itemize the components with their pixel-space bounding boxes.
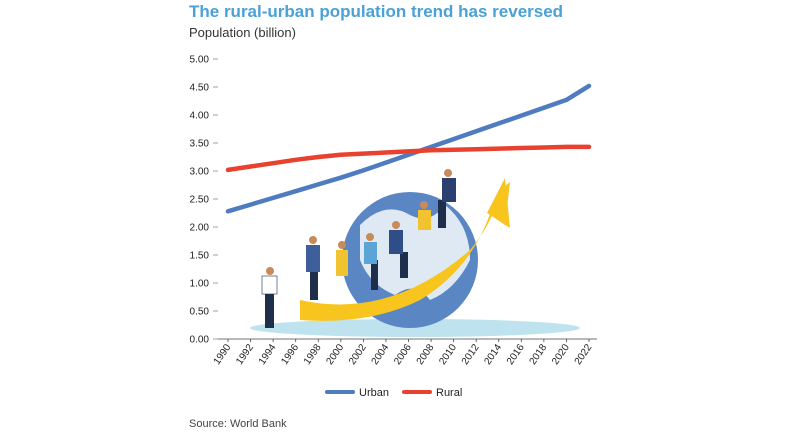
x-tick-label: 2022 — [573, 342, 595, 367]
y-axis-label: Population (billion) — [189, 25, 296, 40]
x-tick-label: 2010 — [437, 342, 459, 367]
x-tick-label: 1996 — [279, 342, 301, 367]
illustration-people-globe-arrow — [250, 169, 580, 337]
x-tick-label: 1992 — [234, 342, 256, 367]
y-tick-label: 3.00 — [190, 167, 210, 178]
legend: Urban Rural — [325, 387, 462, 399]
x-tick-label: 2000 — [324, 342, 346, 367]
series-line-rural — [225, 144, 592, 173]
y-tick-label: 5.00 — [190, 55, 210, 66]
legend-label-rural: Rural — [436, 387, 462, 399]
y-tick-label: 4.00 — [190, 111, 210, 122]
y-tick-label: 3.50 — [190, 139, 210, 150]
series-lines — [225, 83, 592, 214]
legend-label-urban: Urban — [359, 387, 389, 399]
x-tick-label: 2002 — [347, 342, 369, 367]
x-tick-label: 2004 — [370, 342, 392, 367]
x-tick-label: 2012 — [460, 342, 482, 367]
x-tick-label: 1998 — [302, 342, 324, 367]
y-tick-label: 2.50 — [190, 195, 210, 206]
source-note: Source: World Bank — [189, 418, 287, 430]
y-tick-label: 0.00 — [190, 335, 210, 346]
x-tick-label: 2006 — [392, 342, 414, 367]
y-tick-label: 0.50 — [190, 307, 210, 318]
x-tick-label: 2008 — [415, 342, 437, 367]
x-tick-label: 2018 — [528, 342, 550, 367]
y-tick-label: 2.00 — [190, 223, 210, 234]
chart-title: The rural-urban population trend has rev… — [189, 2, 564, 21]
x-tick-label: 1990 — [212, 342, 234, 367]
y-tick-label: 1.00 — [190, 279, 210, 290]
y-tick-label: 4.50 — [190, 83, 210, 94]
x-tick-label: 2014 — [482, 342, 504, 367]
series-line-urban — [225, 83, 592, 214]
x-tick-label: 2020 — [550, 342, 572, 367]
x-tick-label: 1994 — [257, 342, 279, 367]
x-tick-label: 2016 — [505, 342, 527, 367]
y-tick-label: 1.50 — [190, 251, 210, 262]
